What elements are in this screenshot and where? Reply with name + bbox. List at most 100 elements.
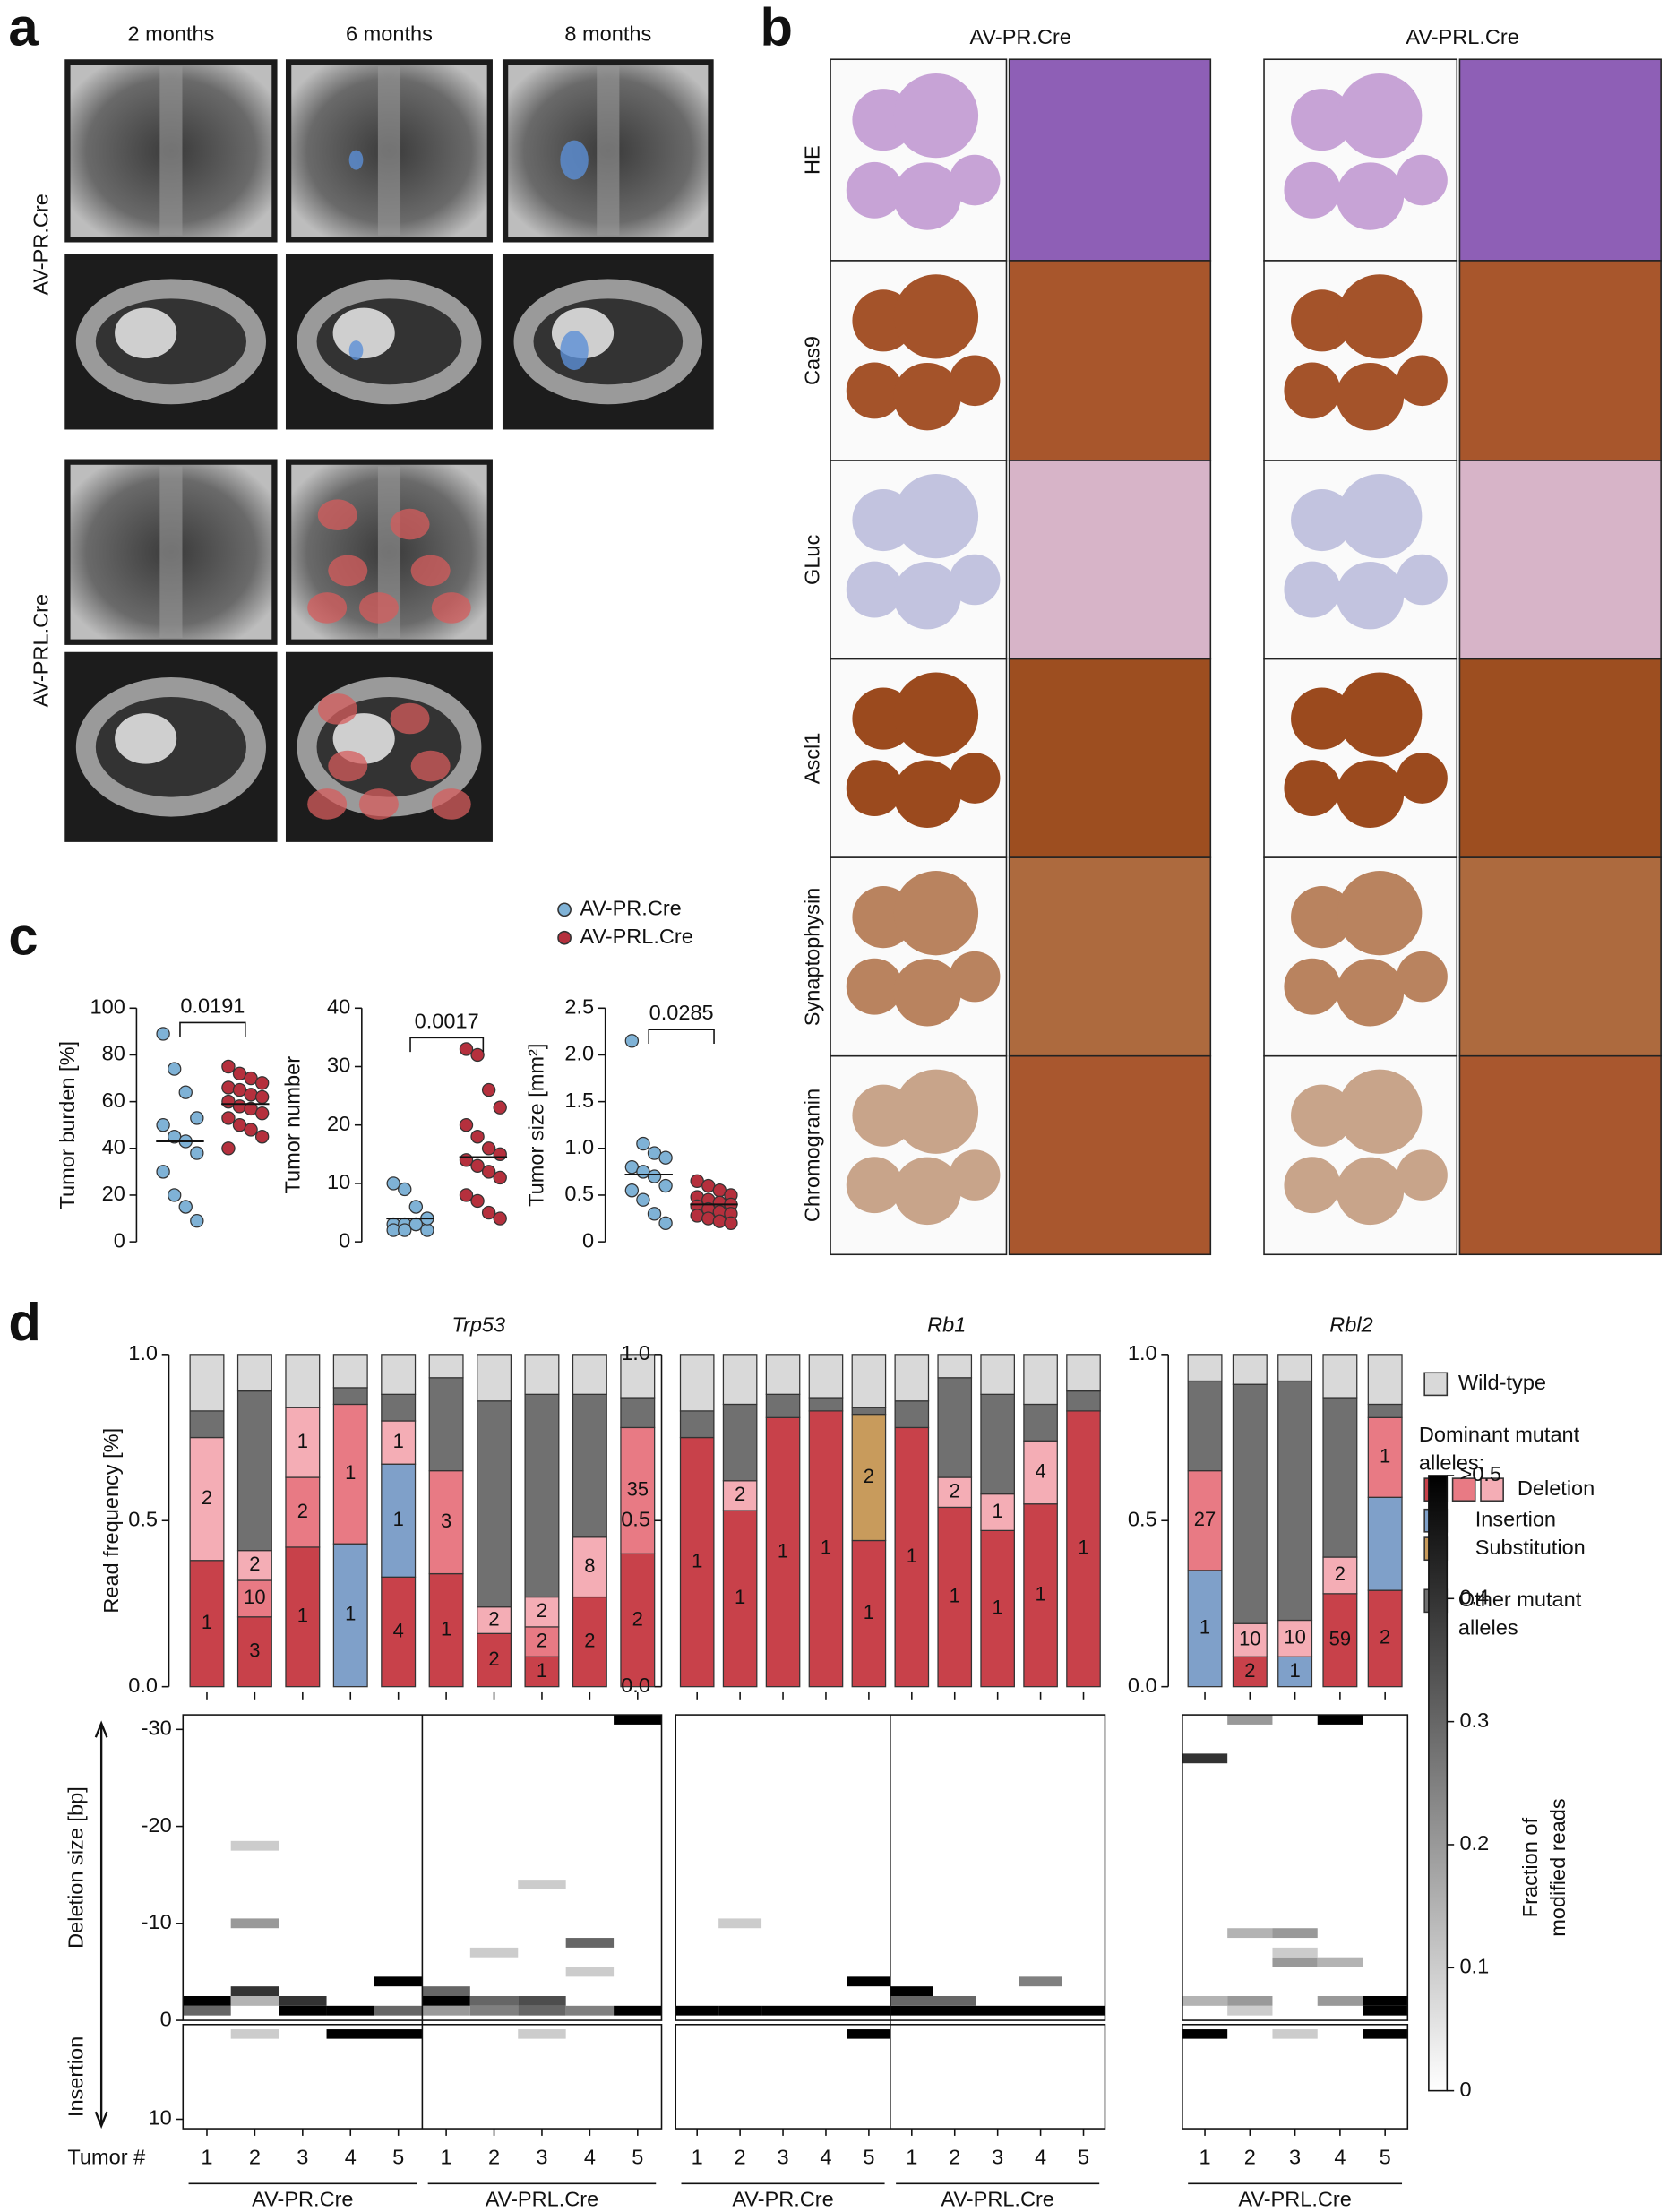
data-point: [470, 1158, 485, 1174]
data-point: [470, 1047, 485, 1063]
data-point: [221, 1059, 236, 1074]
bar-segment: [620, 1426, 656, 1554]
y-tick-label: -20: [142, 1813, 172, 1837]
tissue-lobe: [1336, 362, 1405, 431]
segment-label: 1: [1289, 1659, 1300, 1682]
stain-label: Cas9: [800, 336, 823, 385]
data-point: [254, 1089, 270, 1105]
data-point: [178, 1085, 193, 1099]
bar-segment: [524, 1393, 560, 1598]
heatmap-cell: [1182, 1996, 1228, 2006]
tissue-lobe: [1336, 162, 1405, 230]
zoom: [1008, 1054, 1212, 1256]
segment-label: 1: [735, 1586, 745, 1608]
y-tick-label: 0.5: [1128, 1507, 1157, 1530]
x-tick-label: 5: [1078, 2145, 1089, 2168]
heatmap-cell: [1272, 1957, 1318, 1967]
y-tick-label: -30: [142, 1717, 172, 1740]
y-tick-label: -10: [142, 1910, 172, 1933]
segment-label: 1: [345, 1603, 356, 1625]
tissue-lobe: [1397, 554, 1448, 606]
y-axis-label: Tumor burden [%]: [56, 1041, 79, 1209]
data-point: [493, 1170, 507, 1185]
tissue-lobe: [846, 561, 903, 618]
legend-label: Other mutant: [1458, 1588, 1582, 1611]
segment-label: 2: [249, 1553, 260, 1575]
y-tick-label: 0.5: [621, 1507, 650, 1530]
data-point: [470, 1193, 485, 1209]
tissue-lobe: [1397, 154, 1448, 206]
data-point: [420, 1223, 434, 1237]
data-point: [190, 1111, 204, 1125]
segment-label: 1: [1380, 1445, 1390, 1467]
panel-label: d: [8, 1292, 40, 1352]
data-point: [398, 1223, 412, 1237]
tissue-lobe: [1291, 687, 1354, 750]
tumor-overlay: [317, 499, 357, 530]
bar-segment: [189, 1560, 225, 1688]
segment-label: 1: [993, 1500, 1003, 1522]
heatmap-cell: [847, 2005, 890, 2016]
x-tick-label: 1: [201, 2145, 212, 2168]
zoom: [1458, 856, 1662, 1057]
segment-label: 35: [627, 1478, 649, 1501]
heatmap-cell: [1182, 2029, 1228, 2039]
y-tick-label: 30: [327, 1054, 350, 1077]
bar-segment: [765, 1416, 801, 1688]
bar-segment: [679, 1354, 715, 1412]
data-point: [190, 1213, 204, 1228]
heatmap-cell: [469, 1947, 519, 1958]
heatmap-cell: [847, 2029, 890, 2039]
colorbar-tick-label: 0.4: [1459, 1586, 1489, 1609]
x-tick-label: 2: [488, 2145, 500, 2168]
x-tick-label: 3: [777, 2145, 788, 2168]
tissue-lobe: [1336, 760, 1405, 828]
bar-segment: [524, 1656, 560, 1688]
mri-spine: [597, 66, 620, 236]
group-label: AV-PR.Cre: [732, 2187, 833, 2210]
tissue-lobe: [1291, 1084, 1354, 1147]
segment-label: 2: [488, 1607, 499, 1630]
tissue-lobe: [893, 362, 961, 431]
data-point: [167, 1188, 182, 1202]
tissue-lobe: [949, 1149, 1001, 1201]
data-point: [690, 1209, 704, 1223]
mri-spine: [159, 466, 183, 639]
y-tick-label: 1.5: [564, 1089, 594, 1112]
histology-image: [830, 58, 1212, 262]
heatmap-cell: [518, 1996, 566, 2006]
bar-segment: [428, 1377, 464, 1472]
tissue-lobe: [1284, 1157, 1341, 1214]
colorbar-tick-label: 0.3: [1459, 1708, 1489, 1732]
bar-segment: [524, 1596, 560, 1628]
segment-label: 2: [1380, 1626, 1390, 1648]
bar-segment: [851, 1354, 887, 1408]
heatmap-cell: [230, 1918, 279, 1929]
y-tick-label: 0.5: [128, 1507, 158, 1530]
heatmap-cell: [890, 2005, 933, 2016]
histology-image: [830, 658, 1212, 858]
legend-heading: Dominant mutant: [1419, 1423, 1580, 1446]
segment-label: 1: [993, 1596, 1003, 1618]
segment-label: 8: [584, 1554, 595, 1577]
legend-label: AV-PRL.Cre: [580, 925, 693, 948]
mri-image: [285, 651, 493, 842]
histology-image: [830, 260, 1212, 461]
tumor-overlay: [358, 788, 399, 820]
x-tick-label: 2: [1244, 2145, 1256, 2168]
tumor-overlay: [431, 592, 471, 624]
bar-segment: [285, 1407, 321, 1478]
zoom: [1008, 856, 1212, 1057]
data-point: [190, 1146, 204, 1160]
data-point: [386, 1176, 400, 1191]
bar-segment: [332, 1354, 368, 1389]
bar-segment: [808, 1354, 844, 1399]
bar-segment: [477, 1354, 512, 1402]
zoom: [1458, 460, 1662, 660]
segment-label: 1: [345, 1461, 356, 1484]
histology-image: [1263, 1054, 1662, 1256]
bar-segment: [1277, 1380, 1313, 1622]
gene-title: Rb1: [927, 1313, 966, 1337]
bar-segment: [722, 1354, 758, 1406]
heatmap-cell: [326, 2005, 374, 2016]
